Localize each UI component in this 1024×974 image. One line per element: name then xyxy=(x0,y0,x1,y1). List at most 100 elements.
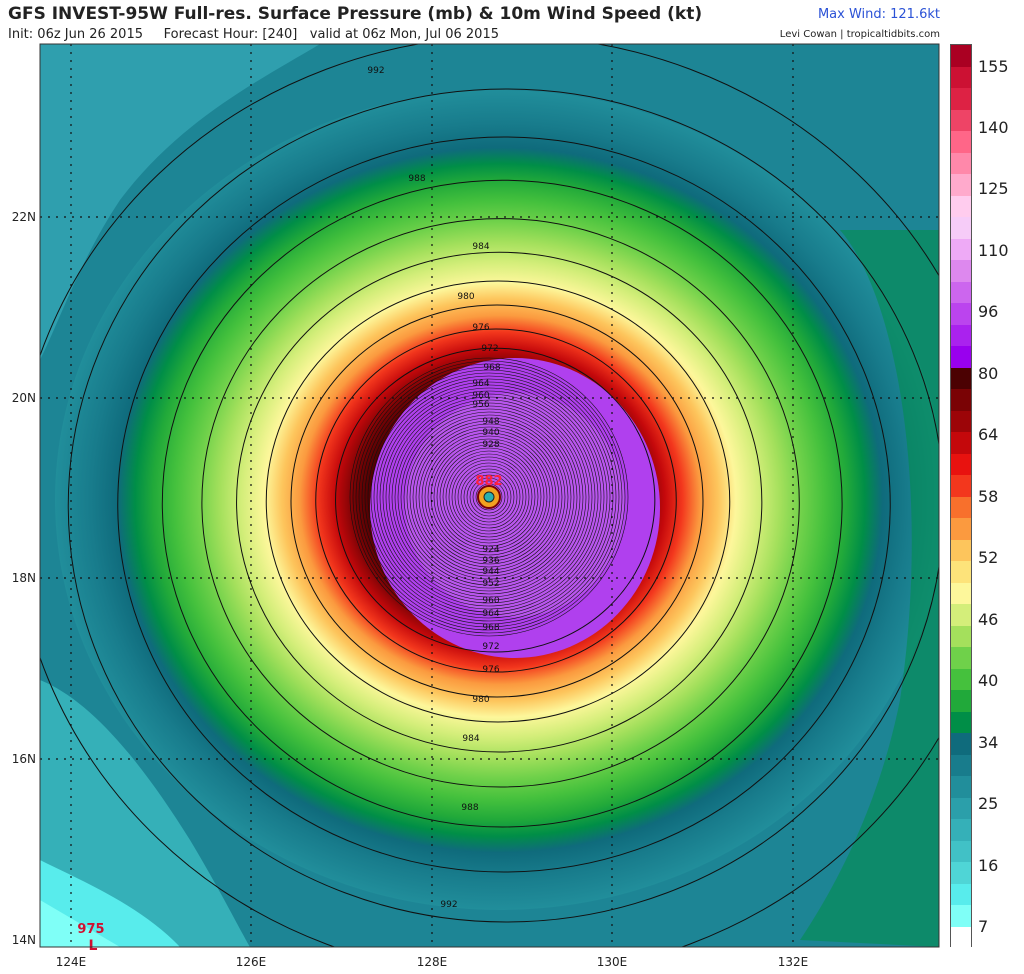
colorbar-swatch xyxy=(951,324,971,347)
isobar-line xyxy=(358,366,620,628)
colorbar-tick-label: 16 xyxy=(978,856,999,875)
colorbar-tick-label: 7 xyxy=(978,917,989,936)
isobar-label: 924 xyxy=(482,545,499,555)
isobar-label: 936 xyxy=(482,556,499,566)
colorbar-tick-label: 34 xyxy=(978,733,999,752)
colorbar-swatch xyxy=(951,840,971,863)
isobar-line xyxy=(397,405,581,589)
isobar-line xyxy=(409,417,569,577)
isobar-line xyxy=(445,453,533,541)
isobar-line xyxy=(454,462,524,532)
colorbar-swatch xyxy=(951,453,971,476)
lon-label: 126E xyxy=(236,955,267,969)
isobar-line xyxy=(382,390,596,604)
isobar-line xyxy=(427,435,551,559)
isobar-label: 928 xyxy=(482,440,499,450)
init-time: Init: 06z Jun 26 2015 xyxy=(8,27,143,42)
lat-label: 20N xyxy=(12,391,36,405)
colorbar-tick-label: 25 xyxy=(978,794,999,813)
valid-time: valid at 06z Mon, Jul 06 2015 xyxy=(309,27,499,42)
isobar-label: 988 xyxy=(408,174,425,184)
colorbar-swatch xyxy=(951,711,971,734)
colorbar-swatch xyxy=(951,260,971,282)
colorbar-swatch xyxy=(951,217,971,239)
lat-label: 14N xyxy=(12,933,36,947)
colorbar-swatch xyxy=(951,582,971,605)
isobar-line xyxy=(406,414,572,580)
isobar-line xyxy=(373,381,605,613)
colorbar-swatch xyxy=(951,432,971,454)
colorbar-swatch xyxy=(951,195,971,218)
isobar-label: 940 xyxy=(482,428,499,438)
forecast-hour: Forecast Hour: [240] xyxy=(163,27,298,42)
colorbar-swatch xyxy=(951,238,971,261)
isobar-label: 976 xyxy=(482,665,499,675)
isobar-line xyxy=(451,459,527,535)
isobar-line xyxy=(67,88,939,923)
isobar-line xyxy=(412,420,566,574)
colorbar-swatch xyxy=(951,647,971,669)
isobar-line xyxy=(403,411,575,583)
isobar-label: 984 xyxy=(462,734,479,744)
isobar-line xyxy=(376,384,602,610)
isobar-label: 972 xyxy=(482,642,499,652)
lat-label: 22N xyxy=(12,210,36,224)
isobar-label: 964 xyxy=(482,609,499,619)
colorbar-swatch xyxy=(951,367,971,390)
colorbar-swatch xyxy=(951,66,971,89)
colorbar-tick-label: 125 xyxy=(978,179,1009,198)
colorbar-swatch xyxy=(951,174,971,196)
lon-label: 130E xyxy=(597,955,628,969)
colorbar-tick-label: 64 xyxy=(978,425,999,444)
lon-label: 132E xyxy=(778,955,809,969)
isobar-line xyxy=(394,402,584,592)
colorbar-swatch xyxy=(951,690,971,712)
isobar-line xyxy=(418,426,560,568)
isobar-label: 960 xyxy=(482,596,499,606)
lon-label: 128E xyxy=(417,955,448,969)
isobar-line xyxy=(367,375,611,619)
colorbar-swatch xyxy=(951,281,971,304)
isobar-line xyxy=(265,280,731,723)
isobar-line xyxy=(424,432,554,562)
map-title: GFS INVEST-95W Full-res. Surface Pressur… xyxy=(8,4,703,24)
isobar-line xyxy=(352,360,626,634)
isobar-line xyxy=(385,393,593,601)
isobar-label: 992 xyxy=(440,900,457,910)
axis-labels: 124E 126E 128E 130E 132E 14N 16N 18N 20N… xyxy=(12,210,809,969)
wind-band-northwest xyxy=(40,44,320,360)
colorbar-swatch xyxy=(951,862,971,884)
isobar-label: 956 xyxy=(472,400,489,410)
isobar-label: 980 xyxy=(472,695,489,705)
colorbar-swatch xyxy=(951,45,971,67)
lon-label: 124E xyxy=(56,955,87,969)
isobar-line xyxy=(335,347,656,653)
isobar-label: 948 xyxy=(482,417,499,427)
wind-speed-colorbar xyxy=(950,44,972,949)
low-symbol: L xyxy=(89,938,98,954)
isobar-line xyxy=(436,444,542,550)
isobar-line xyxy=(161,179,843,828)
colorbar-tick-label: 80 xyxy=(978,364,999,383)
lat-label: 16N xyxy=(12,752,36,766)
lat-label: 18N xyxy=(12,571,36,585)
isobar-line xyxy=(236,251,763,753)
lat-lon-grid xyxy=(40,44,939,947)
colorbar-swatch xyxy=(951,625,971,648)
isobar-line xyxy=(349,357,629,637)
isobar-line xyxy=(361,369,617,625)
colorbar-swatch xyxy=(951,88,971,110)
colorbar-swatch xyxy=(951,410,971,433)
colorbar-tick-label: 46 xyxy=(978,610,999,629)
colorbar-swatch xyxy=(951,819,971,841)
isobar-line xyxy=(201,218,800,788)
colorbar-swatch xyxy=(951,926,971,949)
isobar-line xyxy=(469,477,509,517)
isobar-contours xyxy=(40,44,939,947)
max-wind: Max Wind: 121.6kt xyxy=(817,7,940,22)
isobar-label: 984 xyxy=(472,242,489,252)
colorbar-swatch xyxy=(951,303,971,325)
isobar-label: 968 xyxy=(483,363,500,373)
colorbar-tick-label: 96 xyxy=(978,302,999,321)
